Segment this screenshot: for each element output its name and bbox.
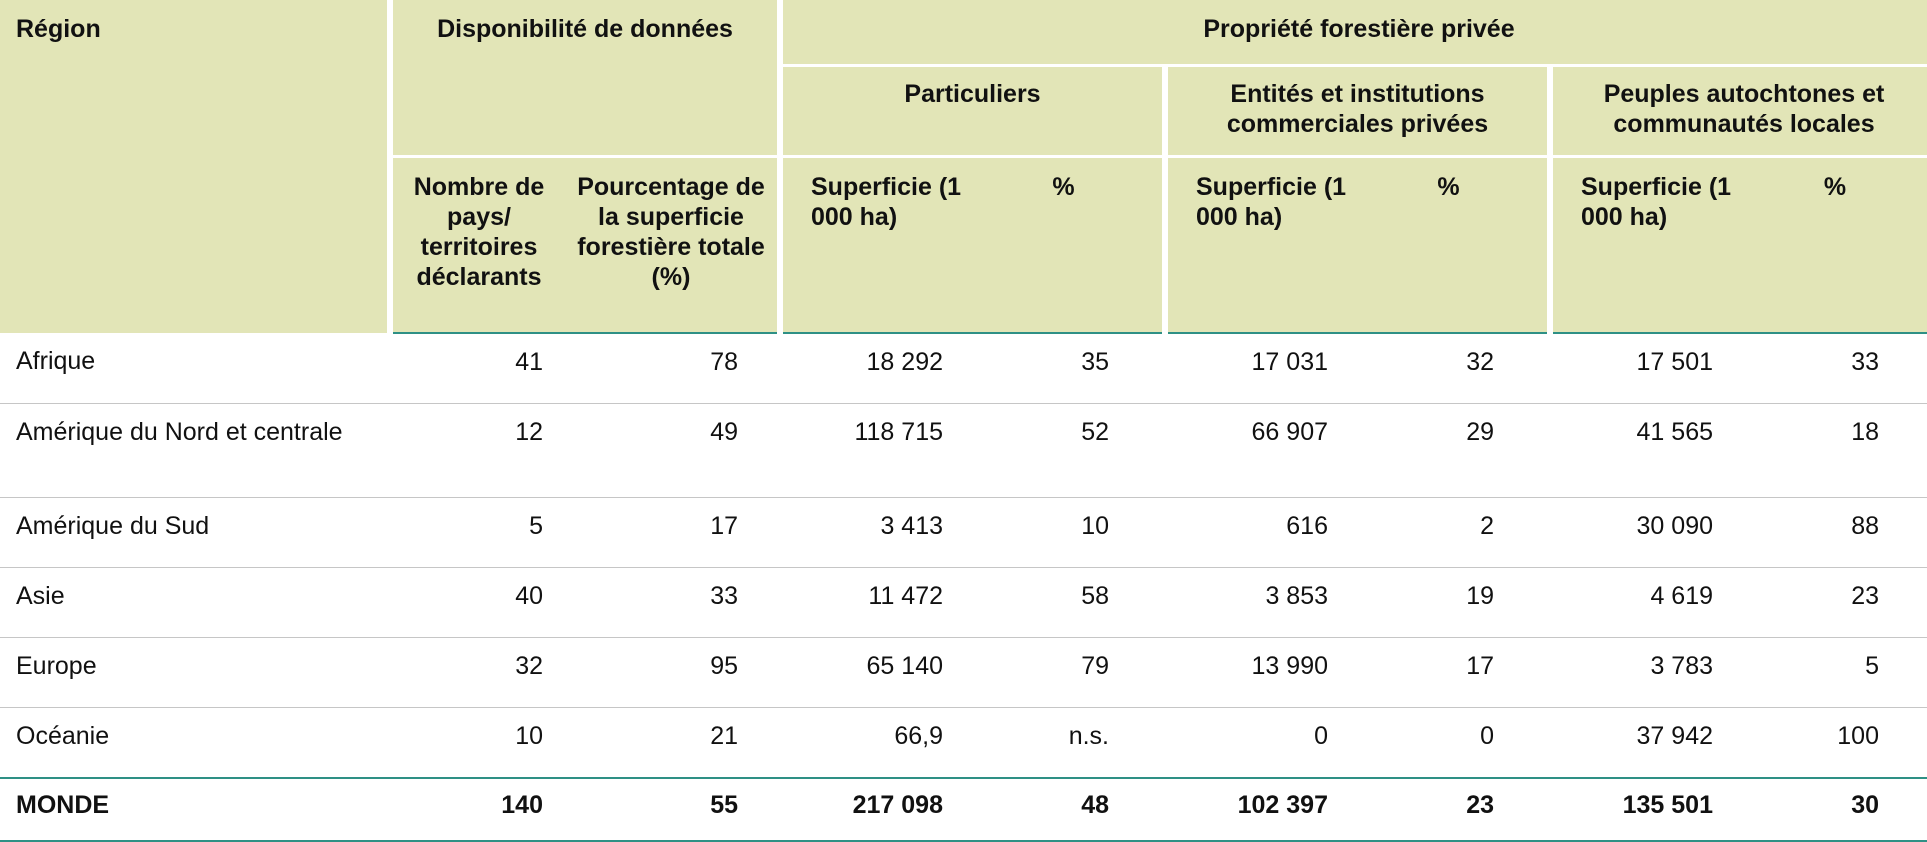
cell-indigenous-pct: 23: [1735, 567, 1927, 638]
cell-indigenous-area: 135 501: [1550, 777, 1735, 842]
cell-indigenous-area: 30 090: [1550, 497, 1735, 568]
cell-entities-pct: 17: [1350, 637, 1550, 708]
cell-entities-pct: 2: [1350, 497, 1550, 568]
cell-pct-area: 17: [565, 497, 780, 568]
table-header: Région Disponibilité de données Propriét…: [0, 0, 1927, 334]
header-pct-individuals: %: [965, 155, 1168, 334]
cell-entities-area: 13 990: [1165, 637, 1350, 708]
cell-individuals-area: 66,9: [780, 707, 965, 779]
cell-individuals-area: 118 715: [780, 403, 965, 498]
cell-indigenous-pct: 100: [1735, 707, 1927, 779]
cell-pct-area: 95: [565, 637, 780, 708]
cell-indigenous-area: 3 783: [1550, 637, 1735, 708]
cell-entities-area: 616: [1165, 497, 1350, 568]
cell-individuals-area: 3 413: [780, 497, 965, 568]
header-private-ownership: Propriété forestière privée: [780, 0, 1927, 66]
cell-individuals-area: 11 472: [780, 567, 965, 638]
cell-pct-area: 33: [565, 567, 780, 638]
cell-entities-pct: 23: [1350, 777, 1550, 842]
cell-entities-area: 102 397: [1165, 777, 1350, 842]
cell-entities-area: 17 031: [1165, 333, 1350, 404]
header-indigenous-communities: Peuples autochtones et communautés local…: [1550, 64, 1927, 157]
cell-pct-area: 55: [565, 777, 780, 842]
cell-indigenous-area: 37 942: [1550, 707, 1735, 779]
cell-pct-area: 49: [565, 403, 780, 498]
cell-indigenous-pct: 33: [1735, 333, 1927, 404]
header-private-entities: Entités et institutions commerciales pri…: [1165, 64, 1553, 157]
cell-entities-pct: 29: [1350, 403, 1550, 498]
cell-entities-area: 0: [1165, 707, 1350, 779]
cell-entities-area: 66 907: [1165, 403, 1350, 498]
cell-indigenous-area: 41 565: [1550, 403, 1735, 498]
cell-region: Asie: [0, 567, 390, 638]
table-row: Europe 32 95 65 140 79 13 990 17 3 783 5: [0, 637, 1927, 708]
cell-indigenous-area: 4 619: [1550, 567, 1735, 638]
header-data-availability: Disponibilité de données: [390, 0, 783, 157]
cell-individuals-pct: 48: [965, 777, 1165, 842]
cell-individuals-pct: 10: [965, 497, 1165, 568]
cell-individuals-pct: 52: [965, 403, 1165, 498]
cell-indigenous-pct: 5: [1735, 637, 1927, 708]
cell-entities-pct: 0: [1350, 707, 1550, 779]
cell-indigenous-pct: 88: [1735, 497, 1927, 568]
cell-indigenous-pct: 18: [1735, 403, 1927, 498]
cell-individuals-pct: 35: [965, 333, 1165, 404]
cell-n-countries: 10: [390, 707, 565, 779]
header-region: Région: [0, 0, 393, 333]
cell-individuals-area: 18 292: [780, 333, 965, 404]
header-n-countries: Nombre de pays/ territoires déclarants: [390, 155, 565, 334]
cell-indigenous-area: 17 501: [1550, 333, 1735, 404]
table-row: Afrique 41 78 18 292 35 17 031 32 17 501…: [0, 333, 1927, 404]
header-pct-entities: %: [1350, 155, 1553, 334]
table-row: Océanie 10 21 66,9 n.s. 0 0 37 942 100: [0, 707, 1927, 779]
header-area-indigenous: Superficie (1 000 ha): [1550, 155, 1735, 334]
cell-region: Afrique: [0, 333, 390, 404]
cell-individuals-pct: n.s.: [965, 707, 1165, 779]
cell-indigenous-pct: 30: [1735, 777, 1927, 842]
cell-individuals-area: 217 098: [780, 777, 965, 842]
cell-n-countries: 32: [390, 637, 565, 708]
cell-n-countries: 41: [390, 333, 565, 404]
cell-region: MONDE: [0, 777, 390, 842]
cell-n-countries: 140: [390, 777, 565, 842]
cell-pct-area: 21: [565, 707, 780, 779]
header-individuals: Particuliers: [780, 64, 1168, 157]
header-pct-forest-area: Pourcentage de la superficie forestière …: [565, 155, 783, 334]
cell-entities-pct: 32: [1350, 333, 1550, 404]
cell-entities-pct: 19: [1350, 567, 1550, 638]
cell-pct-area: 78: [565, 333, 780, 404]
cell-region: Europe: [0, 637, 390, 708]
table-row: Amérique du Sud 5 17 3 413 10 616 2 30 0…: [0, 497, 1927, 568]
cell-n-countries: 40: [390, 567, 565, 638]
cell-n-countries: 12: [390, 403, 565, 498]
header-area-individuals: Superficie (1 000 ha): [780, 155, 965, 334]
table-row: Amérique du Nord et centrale 12 49 118 7…: [0, 403, 1927, 498]
cell-region: Amérique du Nord et centrale: [0, 403, 390, 498]
cell-individuals-area: 65 140: [780, 637, 965, 708]
header-area-entities: Superficie (1 000 ha): [1165, 155, 1350, 334]
cell-n-countries: 5: [390, 497, 565, 568]
table-body: Afrique 41 78 18 292 35 17 031 32 17 501…: [0, 333, 1927, 842]
cell-region: Océanie: [0, 707, 390, 779]
cell-entities-area: 3 853: [1165, 567, 1350, 638]
table-total-row: MONDE 140 55 217 098 48 102 397 23 135 5…: [0, 777, 1927, 842]
header-pct-indigenous: %: [1735, 155, 1927, 334]
cell-individuals-pct: 79: [965, 637, 1165, 708]
table-row: Asie 40 33 11 472 58 3 853 19 4 619 23: [0, 567, 1927, 638]
cell-individuals-pct: 58: [965, 567, 1165, 638]
cell-region: Amérique du Sud: [0, 497, 390, 568]
